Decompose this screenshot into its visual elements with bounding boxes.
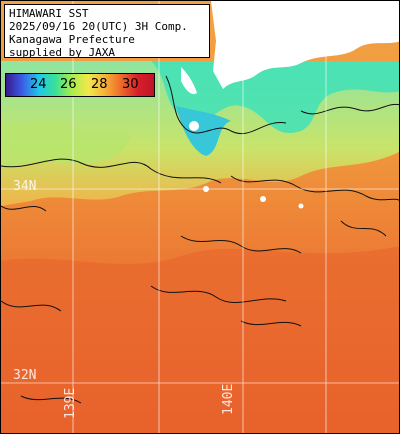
island-1 [189,121,199,131]
title-line-4: supplied by JAXA [9,46,115,59]
bay-water [176,106,231,156]
temperature-colorbar: 24 26 28 30 [5,73,155,97]
title-box: HIMAWARI SST 2025/09/16 20(UTC) 3H Comp.… [4,4,210,59]
land-mass [211,1,399,89]
lat-label-34n: 34N [13,179,37,194]
lon-label-140e: 140E [221,383,236,415]
warm-current [1,246,399,433]
lat-label-32n: 32N [13,368,37,383]
colorbar-label-26: 26 [60,77,77,92]
title-line-3: Kanagawa Prefecture [9,33,135,46]
western-cool-patch [1,120,131,168]
title-line-2: 2025/09/16 20(UTC) 3H Comp. [9,20,188,33]
colorbar-label-28: 28 [91,77,108,92]
lon-label-139e: 139E [63,387,78,419]
sst-contours [1,75,399,404]
title-line-1: HIMAWARI SST [9,7,89,20]
colorbar-label-30: 30 [122,77,139,92]
island-4 [298,203,304,209]
island-3 [260,196,266,202]
colorbar-label-24: 24 [30,77,47,92]
peninsula [181,67,197,95]
